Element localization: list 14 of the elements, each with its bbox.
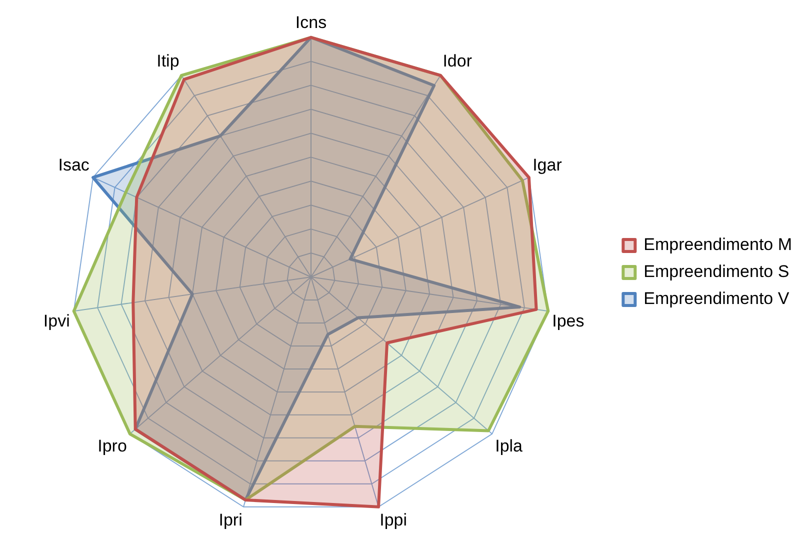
- spoke-label: Itip: [156, 52, 180, 71]
- spoke-label: Ipro: [98, 436, 127, 456]
- legend-label: Empreendimento M: [644, 235, 792, 254]
- legend-label: Empreendimento S: [644, 262, 790, 282]
- spoke-label: Ipvi: [43, 312, 70, 331]
- spoke-label: Icns: [295, 12, 327, 32]
- spoke-label: Ipri: [218, 510, 242, 530]
- spoke-label: Ipla: [495, 436, 524, 456]
- spoke-label: Igar: [532, 155, 562, 174]
- spoke-label: Isac: [58, 155, 90, 174]
- spoke-label: Idor: [442, 52, 472, 71]
- spoke-label: Ippi: [380, 510, 408, 530]
- spoke-label: Ipes: [552, 312, 584, 331]
- legend-label: Empreendimento V: [644, 289, 790, 308]
